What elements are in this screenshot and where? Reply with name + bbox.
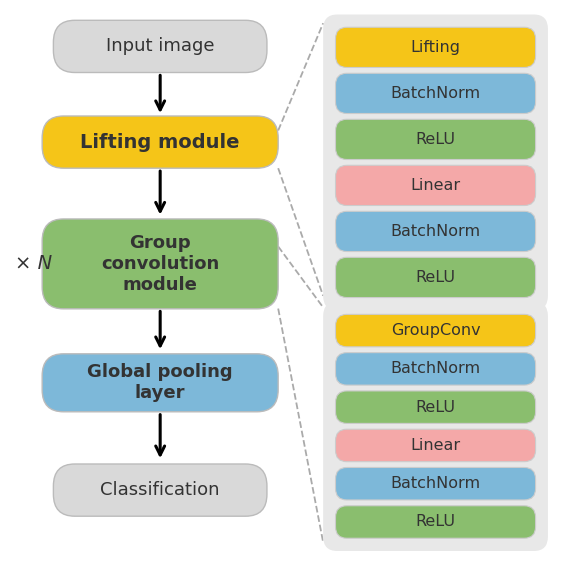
Text: BatchNorm: BatchNorm [391, 476, 481, 491]
FancyBboxPatch shape [336, 73, 536, 114]
FancyBboxPatch shape [323, 302, 548, 551]
FancyBboxPatch shape [42, 116, 278, 168]
FancyBboxPatch shape [336, 165, 536, 205]
FancyBboxPatch shape [336, 391, 536, 423]
FancyBboxPatch shape [42, 219, 278, 309]
Text: ReLU: ReLU [415, 400, 456, 415]
Text: Global pooling
layer: Global pooling layer [87, 364, 233, 402]
FancyBboxPatch shape [336, 429, 536, 462]
Text: Linear: Linear [410, 438, 461, 453]
Text: Group
convolution
module: Group convolution module [101, 234, 219, 293]
FancyBboxPatch shape [336, 353, 536, 385]
Text: × N: × N [15, 255, 52, 273]
Text: ReLU: ReLU [415, 514, 456, 530]
Text: Lifting module: Lifting module [80, 133, 240, 151]
FancyBboxPatch shape [336, 506, 536, 538]
Text: BatchNorm: BatchNorm [391, 224, 481, 239]
FancyBboxPatch shape [53, 20, 267, 72]
Text: Input image: Input image [106, 37, 215, 56]
Text: ReLU: ReLU [415, 270, 456, 285]
FancyBboxPatch shape [336, 27, 536, 67]
FancyBboxPatch shape [42, 354, 278, 412]
Text: BatchNorm: BatchNorm [391, 361, 481, 376]
FancyBboxPatch shape [336, 119, 536, 160]
Text: BatchNorm: BatchNorm [391, 86, 481, 101]
Text: ReLU: ReLU [415, 132, 456, 147]
FancyBboxPatch shape [336, 211, 536, 252]
FancyBboxPatch shape [336, 467, 536, 500]
Text: Lifting: Lifting [411, 40, 460, 55]
Text: Classification: Classification [101, 481, 220, 499]
FancyBboxPatch shape [53, 464, 267, 516]
Text: Linear: Linear [410, 178, 461, 193]
Text: GroupConv: GroupConv [391, 323, 481, 338]
FancyBboxPatch shape [336, 314, 536, 347]
FancyBboxPatch shape [323, 14, 548, 310]
FancyBboxPatch shape [336, 258, 536, 298]
